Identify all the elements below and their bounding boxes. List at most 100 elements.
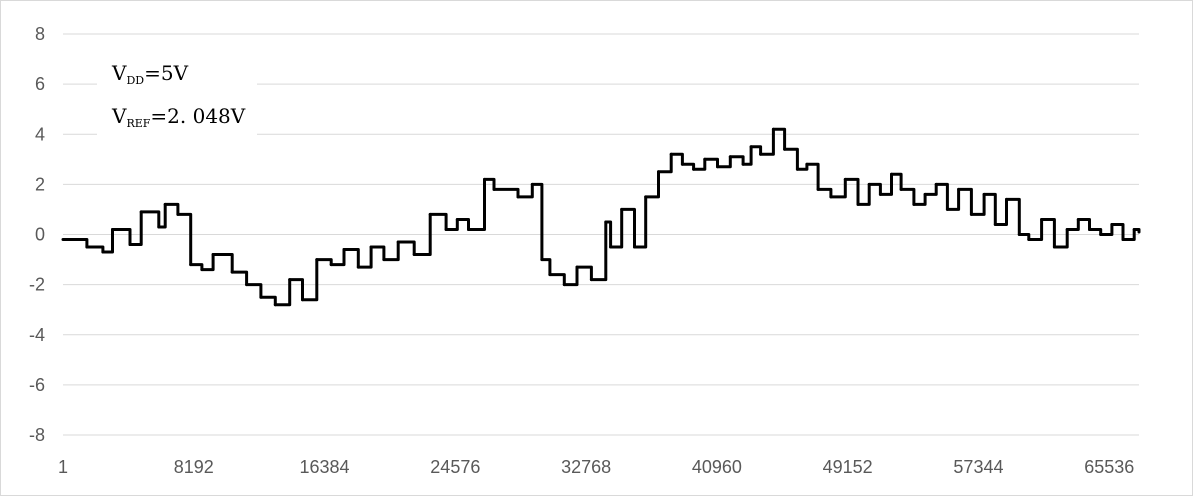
data-point bbox=[1052, 245, 1056, 249]
data-point bbox=[856, 202, 860, 206]
data-point bbox=[657, 170, 660, 174]
data-point bbox=[530, 182, 534, 186]
data-point bbox=[288, 278, 292, 282]
series-line bbox=[63, 127, 1141, 307]
data-point bbox=[993, 223, 997, 226]
data-point bbox=[716, 165, 719, 169]
data-point bbox=[1027, 238, 1031, 241]
data-point bbox=[878, 192, 882, 196]
data-point bbox=[412, 253, 416, 256]
data-point bbox=[805, 162, 809, 166]
x-tick-label: 65536 bbox=[1084, 457, 1134, 477]
data-point bbox=[157, 225, 161, 229]
data-point bbox=[329, 263, 333, 267]
data-point bbox=[211, 253, 215, 256]
data-point bbox=[492, 187, 496, 191]
data-point bbox=[1040, 218, 1044, 221]
data-point bbox=[957, 187, 961, 191]
data-point bbox=[111, 228, 114, 231]
x-tick-label: 8192 bbox=[174, 457, 214, 477]
annotation-box: VDD=5V VREF=2. 048V bbox=[97, 53, 257, 138]
x-tick-label: 57344 bbox=[953, 457, 1003, 477]
data-point bbox=[923, 192, 927, 196]
data-point bbox=[589, 278, 593, 282]
data-point bbox=[575, 265, 579, 269]
data-point bbox=[396, 240, 400, 244]
data-point bbox=[483, 177, 486, 181]
x-tick-label: 24576 bbox=[430, 457, 480, 477]
data-point bbox=[1099, 233, 1103, 236]
data-point bbox=[890, 172, 893, 176]
data-point bbox=[428, 212, 432, 216]
data-point bbox=[128, 243, 132, 246]
data-point bbox=[85, 245, 89, 249]
data-point bbox=[301, 298, 304, 302]
data-point bbox=[669, 152, 673, 156]
data-point bbox=[356, 265, 360, 269]
data-point bbox=[230, 270, 234, 274]
data-point bbox=[728, 155, 732, 159]
data-point bbox=[771, 127, 775, 131]
data-point bbox=[200, 268, 204, 272]
data-point bbox=[540, 258, 544, 262]
y-axis-tick-labels: 8 6 4 2 0 -2 -4 -6 -8 bbox=[29, 24, 45, 445]
data-point bbox=[829, 195, 833, 199]
data-point bbox=[1110, 223, 1114, 226]
data-point bbox=[562, 283, 566, 287]
data-point bbox=[759, 152, 763, 156]
data-point bbox=[620, 207, 624, 211]
data-point bbox=[1132, 228, 1136, 231]
data-point bbox=[259, 295, 263, 299]
x-axis-tick-labels: 1 8192 16384 24576 32768 40960 49152 57344 65536 bbox=[58, 457, 1134, 477]
data-point bbox=[795, 167, 799, 171]
y-tick-label: 8 bbox=[35, 24, 45, 44]
y-tick-label: -8 bbox=[29, 425, 45, 445]
data-point bbox=[273, 303, 277, 307]
data-point bbox=[455, 218, 459, 221]
data-point bbox=[912, 202, 916, 206]
data-point bbox=[163, 202, 167, 206]
data-point bbox=[1017, 233, 1021, 236]
data-point bbox=[867, 182, 871, 186]
data-point bbox=[369, 245, 373, 249]
data-point bbox=[61, 238, 65, 241]
data-point bbox=[1121, 238, 1125, 241]
y-tick-label: 6 bbox=[35, 74, 45, 94]
annotation-vref: VREF=2. 048V bbox=[111, 104, 246, 130]
y-tick-label: -4 bbox=[29, 325, 45, 345]
data-point bbox=[548, 273, 552, 277]
data-point bbox=[680, 162, 684, 166]
data-point bbox=[609, 245, 613, 249]
data-point bbox=[315, 258, 319, 262]
data-point bbox=[604, 220, 608, 224]
y-tick-label: 0 bbox=[35, 225, 45, 245]
data-point bbox=[245, 283, 249, 287]
data-point bbox=[945, 207, 949, 211]
data-point bbox=[516, 195, 520, 199]
x-tick-label: 40960 bbox=[692, 457, 742, 477]
data-point bbox=[816, 187, 820, 191]
data-point bbox=[899, 187, 903, 191]
data-point bbox=[741, 162, 745, 166]
y-tick-label: -6 bbox=[29, 375, 45, 395]
data-point bbox=[783, 147, 787, 151]
series-layer bbox=[61, 127, 1141, 307]
data-point bbox=[1005, 197, 1008, 201]
data-point bbox=[1137, 230, 1141, 234]
data-point bbox=[189, 263, 193, 267]
data-point bbox=[644, 195, 648, 199]
data-point bbox=[444, 228, 448, 231]
data-point bbox=[467, 228, 470, 231]
y-tick-label: 2 bbox=[35, 174, 45, 194]
data-point bbox=[1076, 218, 1080, 221]
data-point bbox=[692, 167, 696, 171]
data-point bbox=[749, 145, 753, 149]
x-tick-label: 16384 bbox=[300, 457, 350, 477]
y-tick-label: -2 bbox=[29, 275, 45, 295]
data-point bbox=[703, 157, 707, 161]
x-tick-label: 32768 bbox=[561, 457, 611, 477]
y-tick-label: 4 bbox=[35, 124, 45, 144]
x-tick-label: 49152 bbox=[823, 457, 873, 477]
data-point bbox=[982, 192, 986, 196]
